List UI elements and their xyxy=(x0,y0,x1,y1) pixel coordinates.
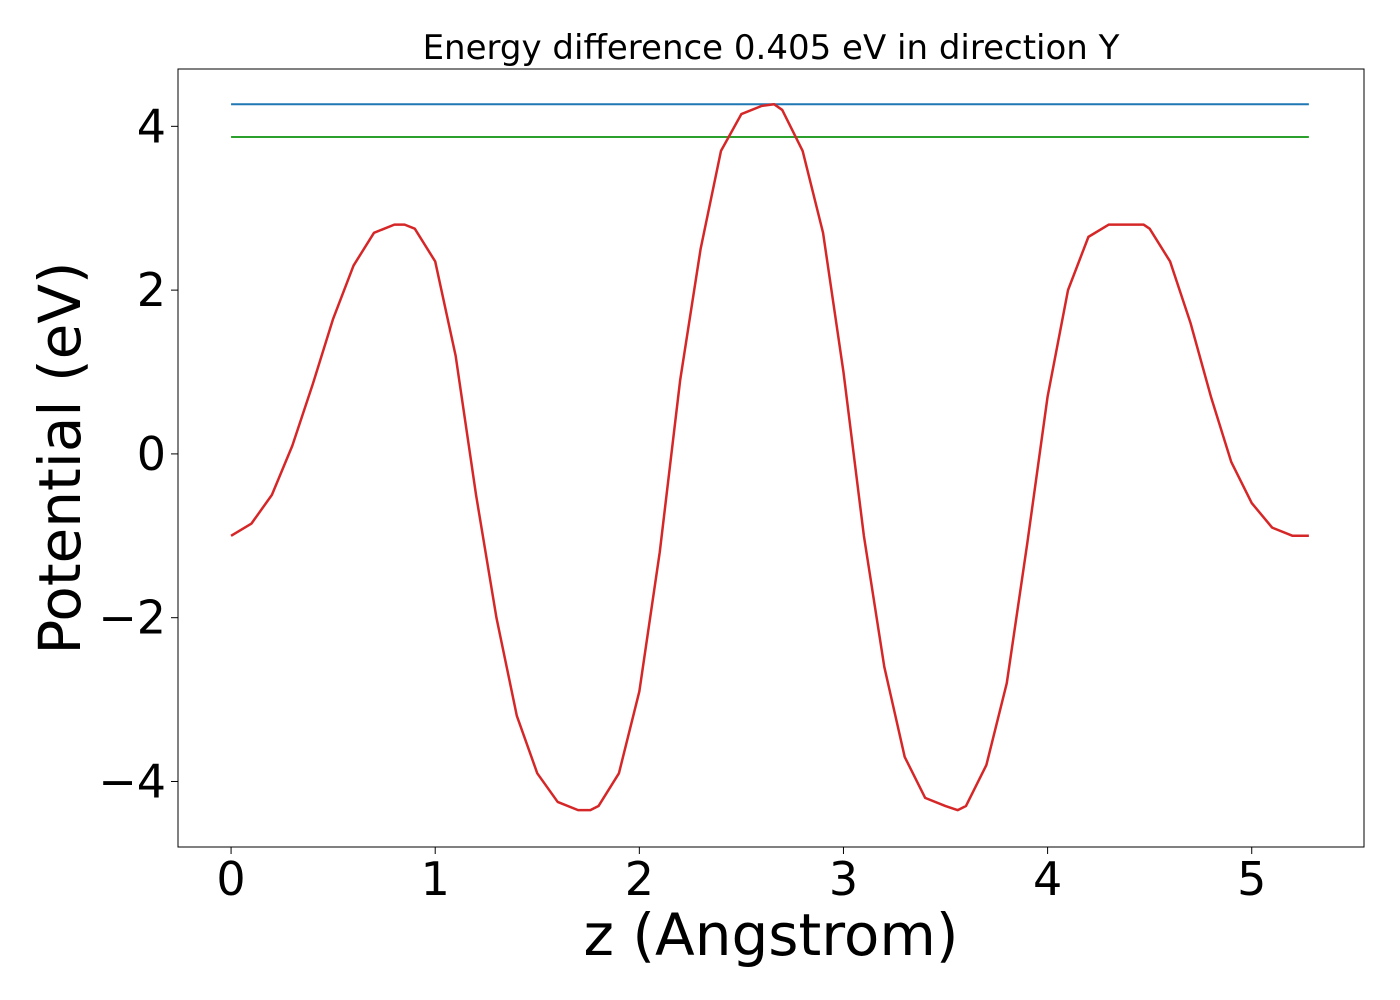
y-axis-label: Potential (eV) xyxy=(26,261,94,654)
chart-title: Energy difference 0.405 eV in direction … xyxy=(423,28,1120,68)
plot-area xyxy=(230,102,1309,812)
x-tick-label: 5 xyxy=(1237,852,1266,906)
x-tick-label: 2 xyxy=(625,852,654,906)
x-tick-label: 0 xyxy=(216,852,245,906)
y-tick-label: 2 xyxy=(137,263,166,317)
x-axis-ticks: 0 1 2 3 4 5 xyxy=(216,847,1266,906)
x-tick-label: 3 xyxy=(829,852,858,906)
y-axis-ticks: −4 −2 0 2 4 xyxy=(98,99,178,808)
y-tick-label: 4 xyxy=(137,99,166,153)
y-tick-label: −4 xyxy=(98,754,166,808)
x-tick-label: 4 xyxy=(1033,852,1062,906)
potential-curve xyxy=(230,102,1309,812)
y-tick-label: −2 xyxy=(98,591,166,645)
y-tick-label: 0 xyxy=(137,427,166,481)
x-tick-label: 1 xyxy=(421,852,450,906)
axes-frame xyxy=(177,68,1365,848)
x-axis-label: z (Angstrom) xyxy=(584,901,959,969)
